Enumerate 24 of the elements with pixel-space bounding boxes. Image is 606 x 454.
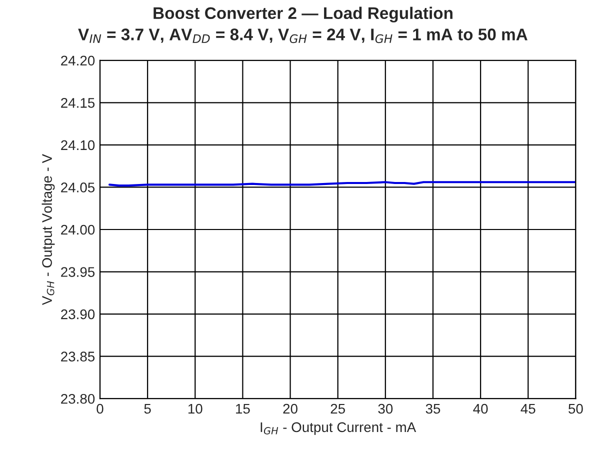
chart-title: Boost Converter 2 — Load Regulation xyxy=(154,6,452,22)
x-tick-label: 20 xyxy=(283,404,298,414)
x-tick-label: 5 xyxy=(144,404,151,414)
x-tick-label: 0 xyxy=(96,404,104,414)
y-tick-label: 24.00 xyxy=(61,224,95,235)
y-tick-label: 24.05 xyxy=(61,182,95,192)
y-tick-label: 24.10 xyxy=(61,140,95,150)
x-tick-label: 40 xyxy=(473,404,488,414)
x-tick-label: 25 xyxy=(330,404,345,414)
x-tick-label: 35 xyxy=(426,404,440,414)
y-tick-label: 24.20 xyxy=(61,56,95,66)
y-tick-label: 23.80 xyxy=(61,394,95,404)
y-tick-label: 23.95 xyxy=(61,267,95,277)
y-tick-label: 24.15 xyxy=(61,98,95,108)
x-axis-title: I$_{GH}$ - Output Current - mA xyxy=(260,422,416,435)
x-tick-label: 15 xyxy=(236,404,250,414)
x-tick-label: 30 xyxy=(378,404,393,414)
x-tick-label: 10 xyxy=(188,404,202,414)
x-tick-label: 45 xyxy=(520,404,536,414)
y-tick-label: 23.90 xyxy=(61,309,95,320)
y-tick-label: 23.85 xyxy=(61,352,95,362)
text: V$_{IN}$ = 3.7 V, AV$_{DD}$ = 8.4 V, V$_{GH}$ = 24 V, I$_{GH}$ = 1 mA to 50 mA xyxy=(78,28,528,44)
x-tick-label: 50 xyxy=(568,404,583,414)
y-axis-title: V$_{GH}$ - Output Voltage - V xyxy=(42,154,55,306)
